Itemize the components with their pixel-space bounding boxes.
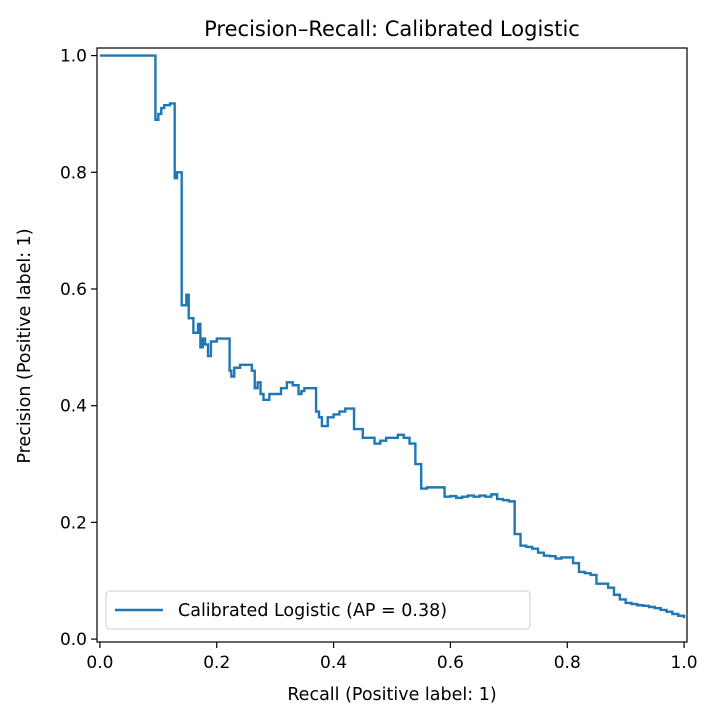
x-axis-ticks: 0.0 0.2 0.4 0.6 0.8 1.0 — [86, 642, 698, 673]
x-tick-label: 0.8 — [554, 653, 581, 673]
x-tick-label: 1.0 — [671, 653, 698, 673]
series-line-0 — [99, 54, 686, 619]
y-tick-label: 0.0 — [60, 630, 87, 650]
y-tick-label: 0.8 — [60, 163, 87, 183]
y-tick-label: 0.6 — [60, 280, 87, 300]
y-tick-label: 0.2 — [60, 513, 87, 533]
x-tick-label: 0.6 — [437, 653, 464, 673]
x-tick-label: 0.2 — [203, 653, 230, 673]
x-tick-label: 0.4 — [320, 653, 347, 673]
y-axis-label: Precision (Positive label: 1) — [15, 228, 35, 463]
x-tick-label: 0.0 — [86, 653, 113, 673]
y-axis-ticks: 0.0 0.2 0.4 0.6 0.8 1.0 — [60, 47, 97, 650]
legend-box — [105, 590, 531, 630]
x-axis-label: Recall (Positive label: 1) — [287, 685, 496, 705]
series-layer — [99, 54, 686, 619]
y-tick-label: 0.4 — [60, 397, 87, 417]
legend-label: Calibrated Logistic (AP = 0.38) — [178, 601, 447, 621]
plot-frame — [96, 47, 688, 643]
chart-title: Precision–Recall: Calibrated Logistic — [204, 17, 580, 41]
y-tick-label: 1.0 — [60, 47, 87, 67]
legend: Calibrated Logistic (AP = 0.38) — [105, 590, 531, 630]
